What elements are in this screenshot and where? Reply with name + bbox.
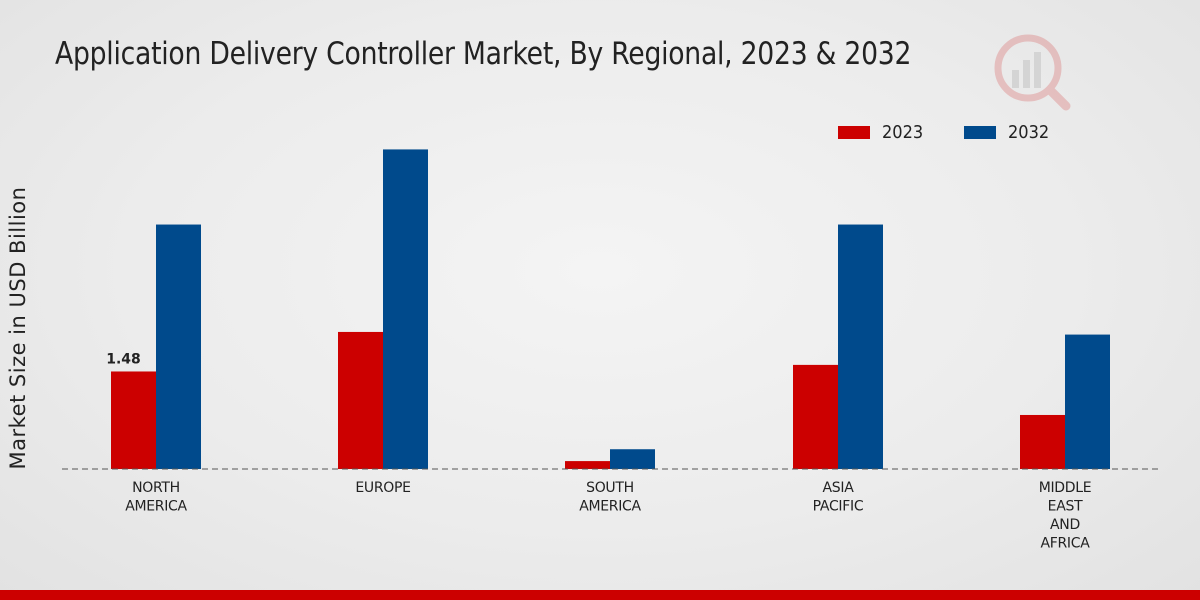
bar-2023-1[interactable] <box>338 331 383 469</box>
bar-2023-2[interactable] <box>565 461 610 469</box>
x-tick-label-4: MIDDLE EAST AND AFRICA <box>1039 480 1092 552</box>
data-label-0: 1.48 <box>106 351 141 367</box>
bar-2032-4[interactable] <box>1065 334 1110 469</box>
x-tick-label-3: ASIA PACIFIC <box>813 480 864 515</box>
legend-item-2023[interactable]: 2023 <box>838 122 928 143</box>
bar-2023-0[interactable] <box>111 371 156 469</box>
bar-2032-0[interactable] <box>156 224 201 469</box>
x-tick-label-1: EUROPE <box>355 480 410 496</box>
legend-label-2023: 2023 <box>882 122 924 143</box>
bar-2023-4[interactable] <box>1020 414 1065 469</box>
bar-2023-3[interactable] <box>793 364 838 469</box>
chart-title: Application Delivery Controller Market, … <box>55 36 912 72</box>
bar-2032-1[interactable] <box>383 149 428 469</box>
x-tick-label-2: SOUTH AMERICA <box>579 480 641 515</box>
legend-swatch-2023 <box>838 126 870 139</box>
chart-legend: 2023 2032 <box>838 122 1090 143</box>
legend-swatch-2032 <box>963 126 996 139</box>
legend-item-2032[interactable]: 2032 <box>963 122 1054 143</box>
watermark-logo-icon <box>994 34 1071 111</box>
footer-accent-bar <box>0 590 1200 600</box>
x-tick-label-0: NORTH AMERICA <box>125 480 187 515</box>
legend-label-2032: 2032 <box>1007 122 1050 143</box>
bar-2032-3[interactable] <box>838 224 883 469</box>
bar-2032-2[interactable] <box>610 449 655 469</box>
